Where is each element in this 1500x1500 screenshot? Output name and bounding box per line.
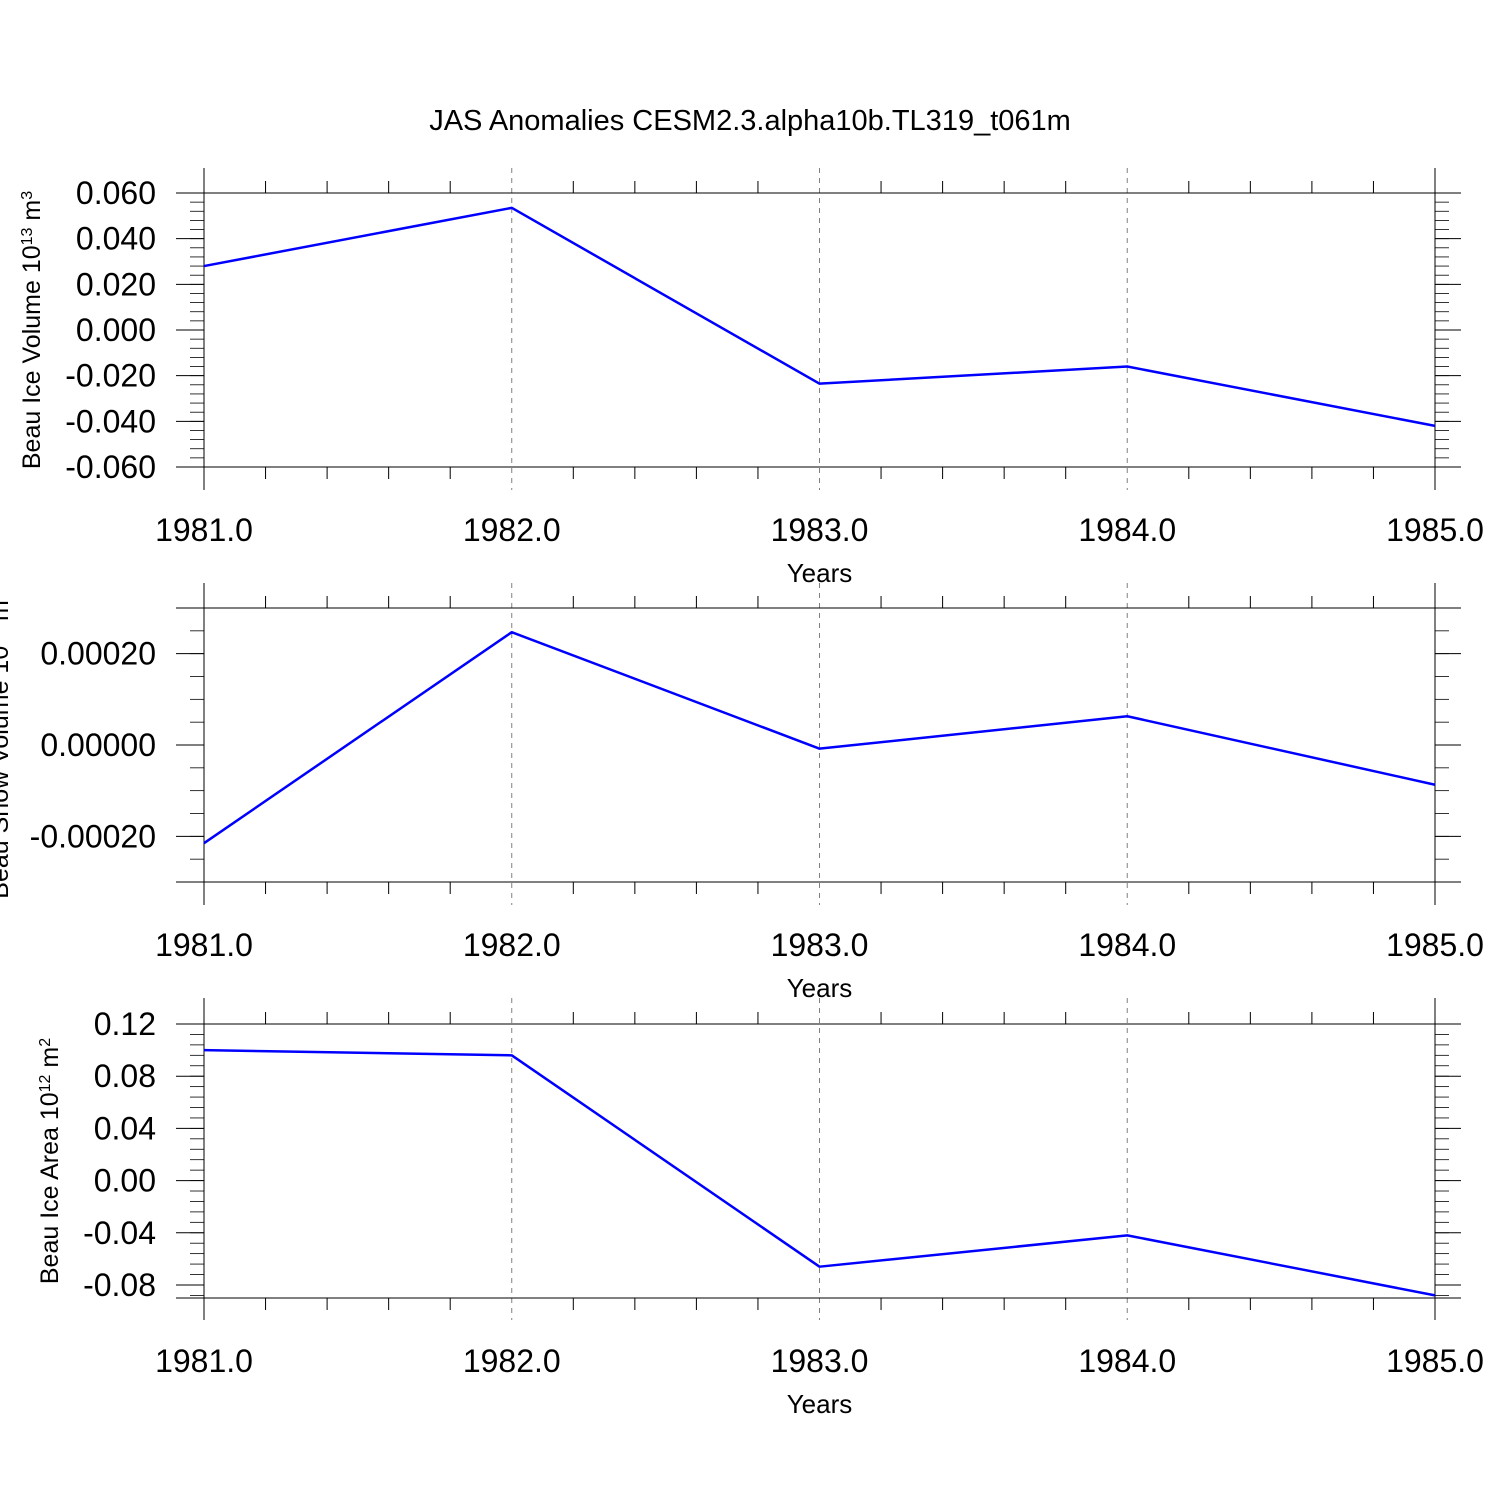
y-tick-label: 0.04 (94, 1110, 156, 1146)
panel-1: 0.060 0.040 0.020 0.000 -0.020 -0.040 -0.060 19… (18, 168, 1484, 588)
panels: 0.060 0.040 0.020 0.000 -0.020 -0.040 -0.060 19… (0, 168, 1484, 1419)
y-axis-title: Beau Ice Area 1012 m2 (36, 1038, 64, 1284)
y-axis-title-unit-exponent: 3 (19, 191, 36, 200)
x-axis-title: Years (787, 1389, 853, 1419)
y-tick-label: 0.00000 (40, 727, 156, 763)
x-tick-label: 1982.0 (463, 1343, 561, 1379)
y-tick-label: -0.08 (83, 1267, 156, 1303)
y-axis-title-text: Beau Snow Volume 10 (0, 646, 14, 899)
y-tick-label: 0.040 (76, 221, 156, 257)
y-tick-label: 0.060 (76, 175, 156, 211)
y-tick-label: 0.08 (94, 1058, 156, 1094)
x-tick-label: 1982.0 (463, 512, 561, 548)
y-axis-title-unit: m (18, 200, 46, 228)
y-tick-label: -0.020 (65, 358, 156, 394)
y-tick-label: -0.04 (83, 1215, 156, 1251)
x-tick-label: 1985.0 (1386, 927, 1484, 963)
y-axis-title-text: Beau Ice Volume 10 (18, 245, 46, 469)
y-tick-label: -0.060 (65, 449, 156, 485)
panel-3: 0.12 0.08 0.04 0.00 -0.04 -0.08 1981.0 1982.0 19… (36, 998, 1484, 1419)
x-tick-label: 1985.0 (1386, 1343, 1484, 1379)
y-axis-title-exponent: 12 (37, 1074, 54, 1092)
y-axis-title-exponent: 13 (0, 628, 4, 646)
y-axis-title-text: Beau Ice Area 10 (36, 1092, 64, 1284)
y-tick-label: 0.00 (94, 1163, 156, 1199)
y-tick-label: -0.00020 (30, 818, 156, 854)
y-tick-label: 0.00020 (40, 636, 156, 672)
y-axis-title: Beau Ice Volume 1013 m3 (18, 191, 46, 469)
x-tick-label: 1984.0 (1078, 1343, 1176, 1379)
y-axis-title-unit: m (36, 1047, 64, 1075)
y-axis-title-exponent: 13 (19, 227, 36, 245)
x-tick-label: 1984.0 (1078, 927, 1176, 963)
y-axis-title-unit-exponent: 3 (0, 591, 4, 600)
x-tick-label: 1981.0 (155, 927, 253, 963)
y-tick-label: 0.020 (76, 266, 156, 302)
y-tick-label: -0.040 (65, 403, 156, 439)
chart-title: JAS Anomalies CESM2.3.alpha10b.TL319_t06… (429, 105, 1071, 137)
y-axis-title-unit: m (0, 600, 14, 628)
x-tick-label: 1985.0 (1386, 512, 1484, 548)
x-tick-label: 1984.0 (1078, 512, 1176, 548)
y-axis-title: Beau Snow Volume 1013 m3 (0, 591, 14, 899)
x-tick-label: 1982.0 (463, 927, 561, 963)
x-tick-label: 1983.0 (771, 927, 869, 963)
y-axis-title-unit-exponent: 2 (37, 1038, 54, 1047)
panel-2: 0.00020 0.00000 -0.00020 1981.0 1982.0 1983.0… (0, 583, 1484, 1003)
x-tick-label: 1981.0 (155, 512, 253, 548)
y-tick-label: 0.12 (94, 1006, 156, 1042)
y-tick-label: 0.000 (76, 312, 156, 348)
x-tick-label: 1981.0 (155, 1343, 253, 1379)
x-tick-label: 1983.0 (771, 1343, 869, 1379)
x-tick-label: 1983.0 (771, 512, 869, 548)
